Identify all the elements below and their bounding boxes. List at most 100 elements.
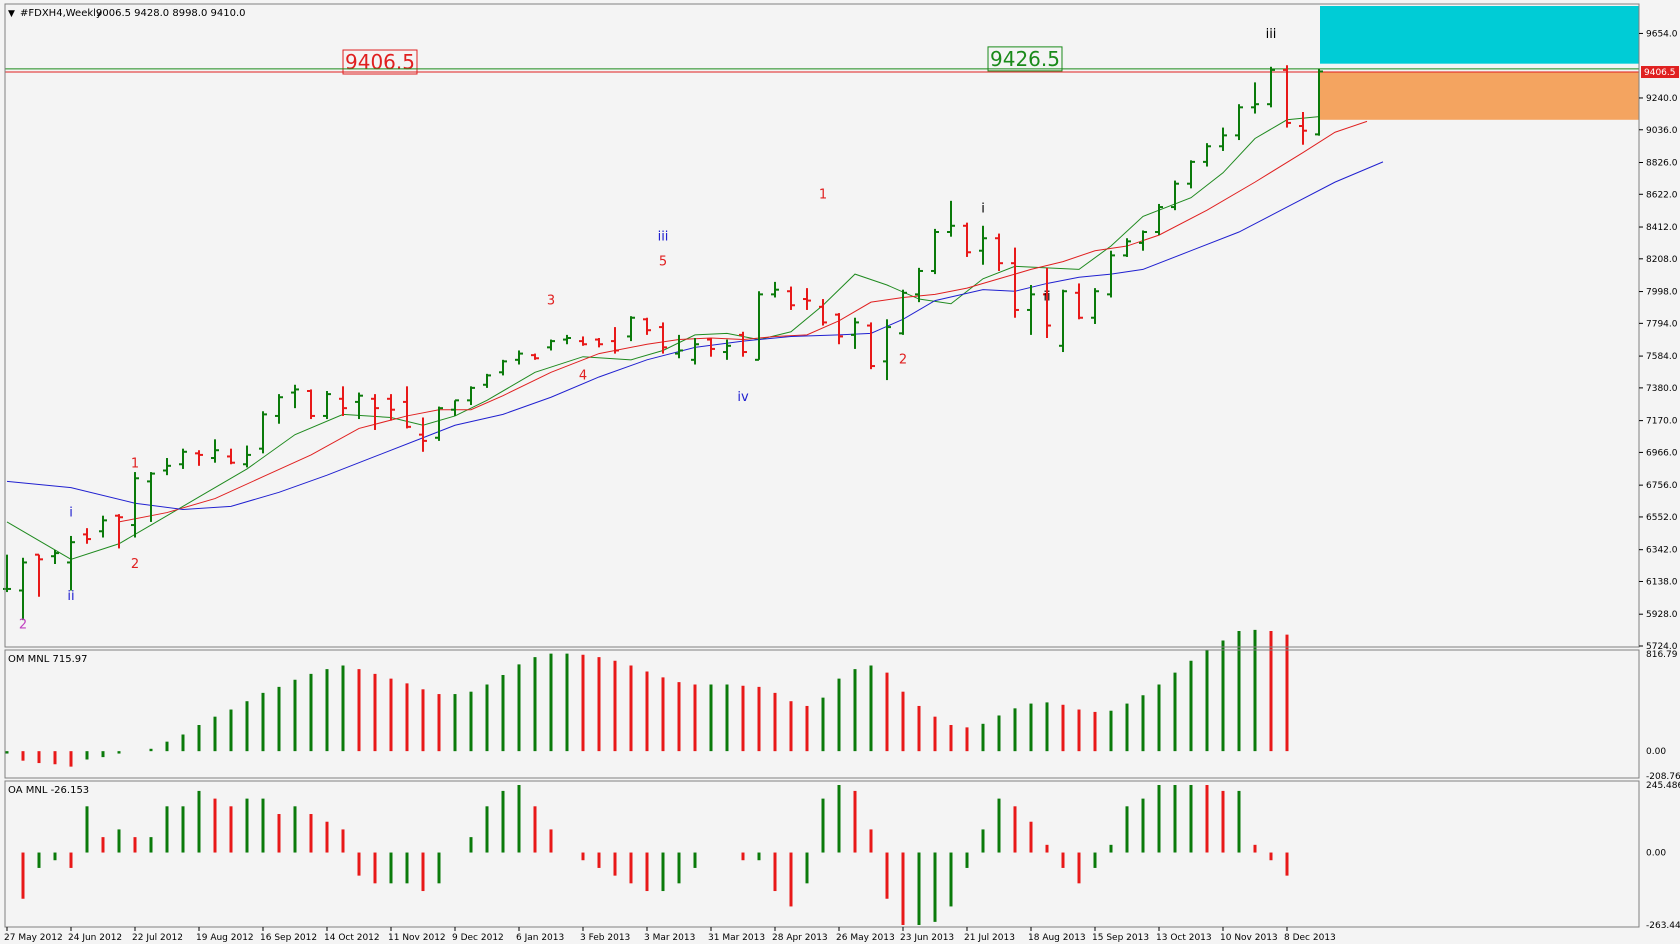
indicator2-tick-label: 245.486 [1646, 781, 1680, 791]
time-tick-label: 21 Jul 2013 [964, 933, 1015, 943]
ohlc-bar [67, 535, 75, 591]
time-tick-label: 27 May 2012 [4, 933, 63, 943]
indicator1-tick-label: 816.79 [1646, 650, 1678, 660]
time-tick-label: 15 Sep 2013 [1092, 933, 1149, 943]
zone-upper [1320, 6, 1639, 64]
ohlc-bar [387, 394, 395, 421]
price-tick-label: 8826.0 [1646, 158, 1678, 168]
ohlc-bar [403, 386, 411, 429]
ohlc-bar [1235, 104, 1243, 141]
wave-label: iii [658, 230, 669, 245]
ohlc-bar [1187, 160, 1195, 189]
ohlc-bar [659, 322, 667, 354]
price-line-label: 9406.5 [345, 50, 415, 74]
ohlc-bar [1011, 247, 1019, 318]
indicator1-title: OM MNL 715.97 [8, 654, 88, 665]
indicator2-tick-label: -263.448 [1646, 921, 1680, 931]
ohlc-bar [1123, 238, 1131, 257]
ohlc-bar [547, 339, 555, 351]
ohlc-bar [851, 317, 859, 349]
price-line-label-box [342, 49, 418, 75]
ohlc-bar [1267, 66, 1275, 108]
indicator2-tick-label: 0.00 [1646, 849, 1666, 859]
wave-label: 4 [579, 368, 587, 383]
ohlc-bar [163, 458, 171, 476]
wave-label: 2 [899, 353, 907, 368]
ohlc-bar [99, 515, 107, 538]
ohlc-bar [563, 334, 571, 345]
ohlc-bar [755, 291, 763, 361]
ohlc-bar [947, 200, 955, 237]
ohlc-bar [147, 472, 155, 522]
ohlc-bar [787, 286, 795, 310]
ohlc-bar [627, 316, 635, 342]
price-tick-label: 6966.0 [1646, 448, 1678, 458]
time-tick-label: 31 Mar 2013 [708, 933, 765, 943]
price-tick-label: 7794.0 [1646, 319, 1678, 329]
ohlc-bar [499, 359, 507, 376]
chart-menu-arrow-icon[interactable]: ▼ [8, 9, 15, 19]
price-axis: 9654.0 9240.0 9036.0 8826.0 8622.0 8412.0 8208… [1639, 29, 1679, 652]
ohlc-bar [1219, 127, 1227, 151]
horizontal-price-lines[interactable]: 9406.5 9426.5 [5, 46, 1639, 75]
ohlc-bar [291, 384, 299, 409]
ma-slow-line [6, 161, 1384, 510]
time-tick-label: 26 May 2013 [836, 933, 895, 943]
indicator1-tick-label: -208.76 [1646, 772, 1680, 782]
ohlc-bar [995, 233, 1003, 271]
price-line-label: 9426.5 [990, 47, 1060, 71]
wave-label: i [69, 505, 73, 520]
price-tick-label: 7998.0 [1646, 288, 1678, 298]
ohlc-bar [1155, 203, 1163, 236]
ohlc-bar [451, 399, 459, 416]
ohlc-bar [355, 392, 363, 420]
ohlc-bar [1107, 250, 1115, 298]
main-panel-border [4, 3, 1640, 648]
ohlc-bar [979, 225, 987, 265]
price-tick-label: 5724.0 [1646, 642, 1678, 652]
price-tick-label: 5928.0 [1646, 610, 1678, 620]
ohlc-bar [531, 353, 539, 360]
wave-label: 1 [131, 456, 139, 471]
time-tick-label: 11 Nov 2012 [388, 933, 446, 943]
indicator1-panel-border [4, 649, 1640, 779]
wave-label: 1 [819, 187, 827, 202]
wave-label: iv [737, 390, 749, 405]
time-tick-label: 13 Oct 2013 [1156, 933, 1212, 943]
ohlc-bar [835, 313, 843, 345]
ohlc-bar [51, 549, 59, 565]
price-tick-label: 7380.0 [1646, 384, 1678, 394]
ohlc-bar [915, 267, 923, 303]
ohlc-bar [115, 514, 123, 549]
ohlc-bar [371, 394, 379, 430]
time-tick-label: 19 Aug 2012 [196, 933, 254, 943]
time-tick-label: 14 Oct 2012 [324, 933, 380, 943]
time-tick-label: 3 Feb 2013 [580, 933, 630, 943]
ohlc-bar [339, 386, 347, 416]
ohlc-bar [1075, 283, 1083, 320]
ohlc-bar [643, 317, 651, 335]
ohlc-bar [723, 339, 731, 360]
ohlc-bar [1139, 230, 1147, 251]
ohlc-bar [1091, 288, 1099, 324]
wave-label: 2 [131, 557, 139, 572]
time-tick-label: 18 Aug 2013 [1028, 933, 1086, 943]
price-tick-label: 9240.0 [1646, 94, 1678, 104]
indicator2-histogram: 245.486 0.00 -263.448 [21, 781, 1680, 931]
ohlc-bar [707, 338, 715, 357]
price-tick-label: 8412.0 [1646, 223, 1678, 233]
ohlc-bar [771, 281, 779, 298]
ohlc-bar [595, 338, 603, 348]
ohlc-bar [227, 448, 235, 465]
price-tick-label: 8622.0 [1646, 190, 1678, 200]
price-zones [1320, 6, 1639, 120]
time-tick-label: 8 Dec 2013 [1284, 933, 1336, 943]
ohlc-bar [35, 553, 43, 597]
ohlc-bar [739, 331, 747, 357]
time-tick-label: 3 Mar 2013 [644, 933, 695, 943]
ohlc-bar [179, 448, 187, 469]
ohlc-bar [323, 390, 331, 420]
ohlc-bar [1315, 68, 1323, 136]
